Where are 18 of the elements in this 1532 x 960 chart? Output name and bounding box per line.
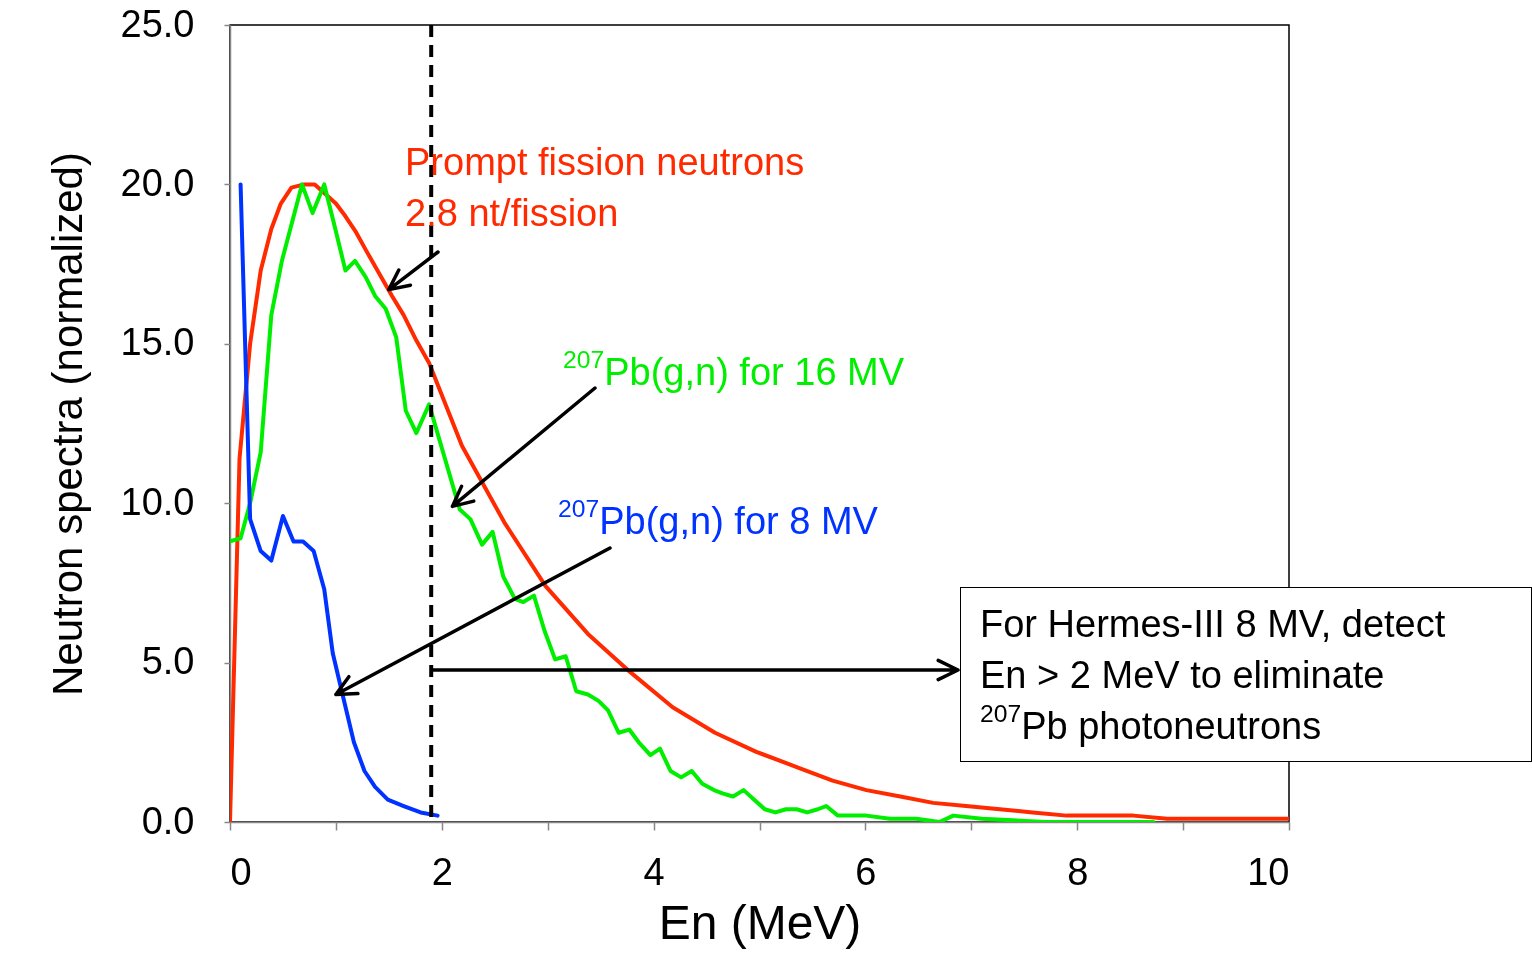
y-tick-label: 20.0 <box>120 161 195 204</box>
x-tick-label: 6 <box>855 850 877 893</box>
x-tick-label: 0 <box>230 850 252 893</box>
x-tick-label: 4 <box>643 850 665 893</box>
x-axis-title: En (MeV) <box>658 895 862 949</box>
x-tick-label: 10 <box>1247 850 1290 893</box>
annotation: For Hermes-III 8 MV, detect En > 2 MeV to eliminate $^{207}$Pb photoneutrons <box>960 587 1532 762</box>
y-tick-label: 5.0 <box>141 640 195 683</box>
y-axis-title: Neutron spectra (normalized) <box>43 152 91 696</box>
x-tick-label: 2 <box>431 850 453 893</box>
y-tick-label: 10.0 <box>120 480 195 523</box>
y-tick-label: 0.0 <box>141 799 195 842</box>
annotation: $^{207}$Pb(g,n) for 8 MV <box>558 494 878 544</box>
y-tick-label: 15.0 <box>120 321 195 364</box>
annotation: Prompt fission neutrons 2.8 nt/fission <box>405 140 805 236</box>
annotation: $^{207}$Pb(g,n) for 16 MV <box>563 345 905 395</box>
y-tick-label: 25.0 <box>120 2 195 45</box>
x-tick-label: 8 <box>1067 850 1089 893</box>
